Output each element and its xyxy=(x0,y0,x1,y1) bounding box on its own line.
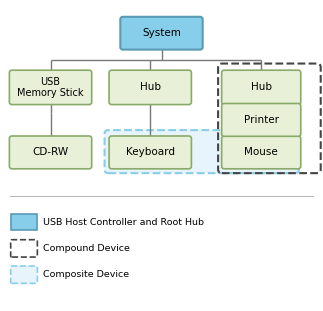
FancyBboxPatch shape xyxy=(222,104,301,136)
FancyBboxPatch shape xyxy=(9,70,92,104)
Text: System: System xyxy=(142,28,181,38)
Text: Composite Device: Composite Device xyxy=(43,270,129,279)
Text: Compound Device: Compound Device xyxy=(43,244,130,253)
Text: CD-RW: CD-RW xyxy=(33,147,68,157)
Text: Keyboard: Keyboard xyxy=(126,147,175,157)
Text: USB
Memory Stick: USB Memory Stick xyxy=(17,77,84,98)
FancyBboxPatch shape xyxy=(11,214,37,230)
FancyBboxPatch shape xyxy=(109,70,192,104)
FancyBboxPatch shape xyxy=(9,136,92,169)
FancyBboxPatch shape xyxy=(120,17,203,50)
FancyBboxPatch shape xyxy=(109,136,192,169)
Text: Printer: Printer xyxy=(244,115,279,125)
FancyBboxPatch shape xyxy=(11,266,37,283)
Text: Hub: Hub xyxy=(251,82,272,92)
FancyBboxPatch shape xyxy=(222,136,301,169)
FancyBboxPatch shape xyxy=(222,70,301,104)
Text: USB Host Controller and Root Hub: USB Host Controller and Root Hub xyxy=(43,218,203,227)
FancyBboxPatch shape xyxy=(105,130,299,173)
Text: Hub: Hub xyxy=(140,82,161,92)
Text: Mouse: Mouse xyxy=(244,147,278,157)
